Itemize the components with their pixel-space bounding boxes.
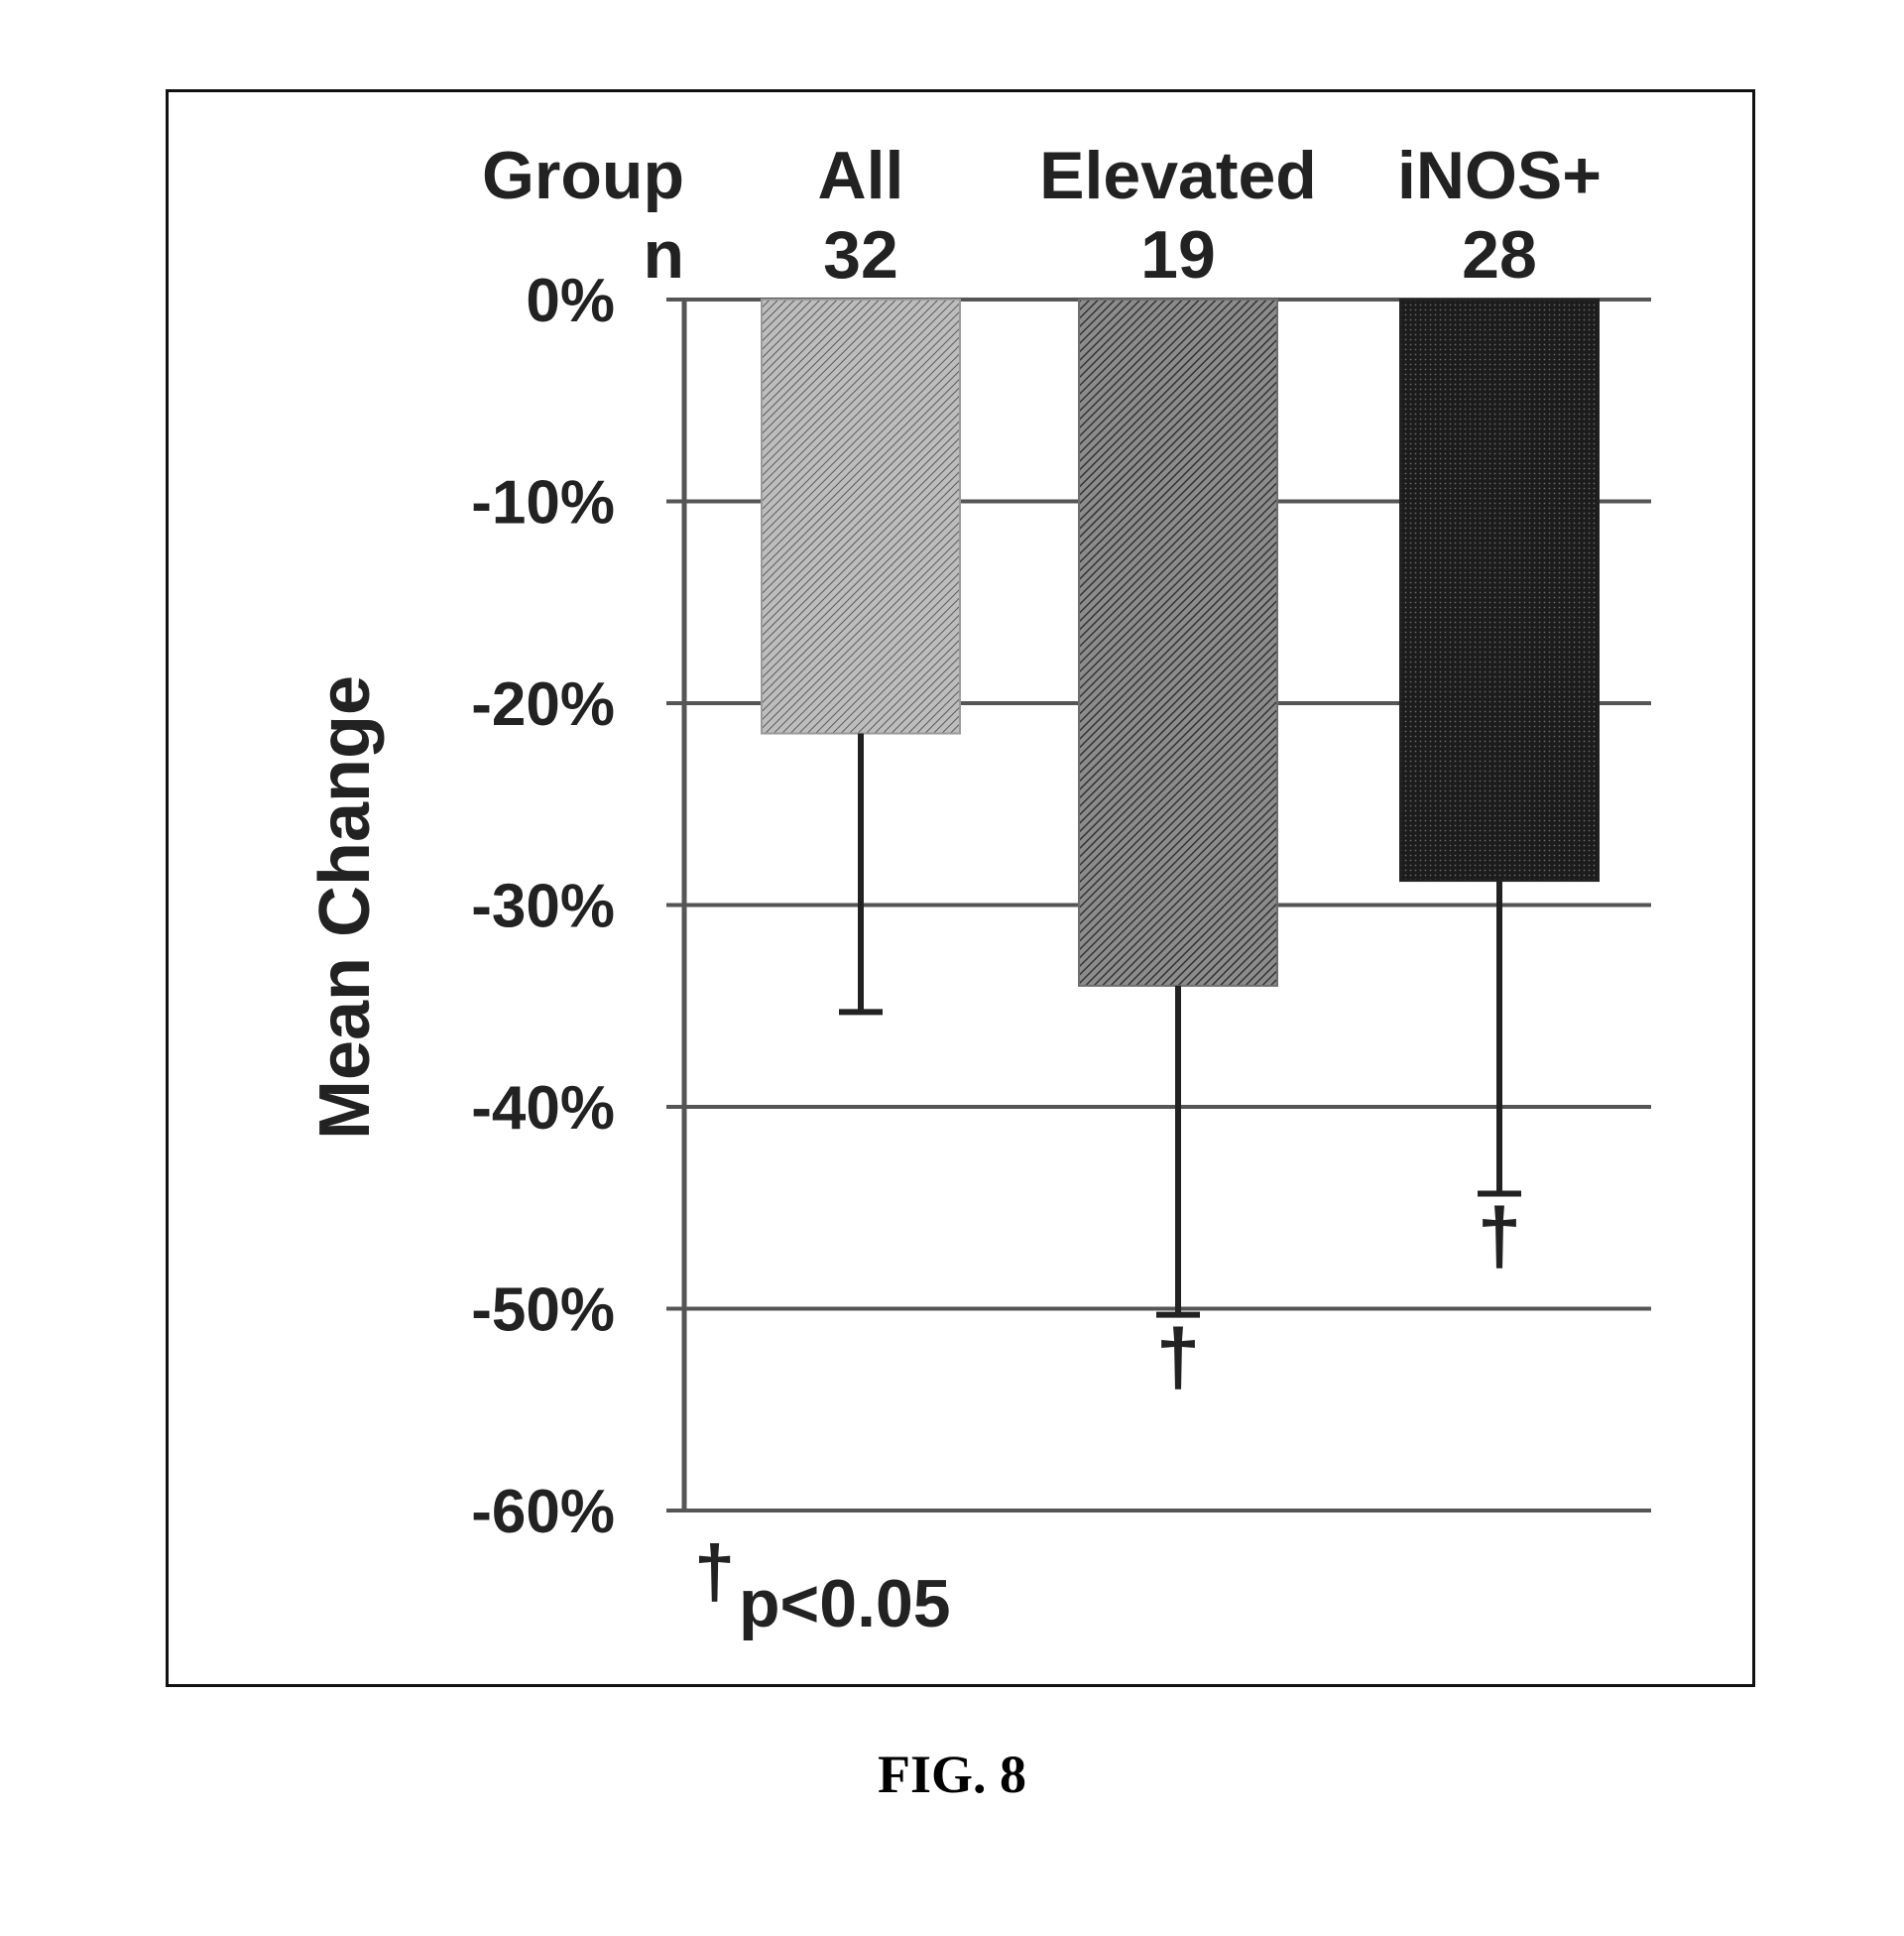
y-axis-title: Mean Change bbox=[305, 675, 385, 1140]
group-header: Group bbox=[482, 138, 684, 213]
category-label: iNOS+ bbox=[1397, 138, 1602, 213]
significance-footnote: p<0.05 bbox=[739, 1566, 951, 1641]
y-tick-label: -50% bbox=[471, 1276, 615, 1345]
n-header: n bbox=[643, 217, 684, 293]
figure-caption: FIG. 8 bbox=[877, 1745, 1026, 1804]
category-label: All bbox=[818, 138, 904, 213]
n-value: 19 bbox=[1140, 217, 1216, 293]
significance-markers: †† bbox=[1156, 1192, 1522, 1401]
error-bar-layer bbox=[839, 733, 1521, 1318]
significance-marker: † bbox=[1478, 1192, 1522, 1280]
figure-frame bbox=[166, 89, 1755, 1687]
y-tick-label: -40% bbox=[471, 1074, 615, 1143]
y-tick-label: -30% bbox=[471, 873, 615, 941]
y-tick-labels: 0% -10% -20% -30% -40% -50% -60% bbox=[471, 267, 615, 1546]
bar bbox=[1399, 299, 1600, 883]
y-tick-label: -20% bbox=[471, 670, 615, 739]
significance-marker: † bbox=[1156, 1313, 1201, 1401]
n-value: 28 bbox=[1462, 217, 1537, 293]
category-label: Elevated bbox=[1039, 138, 1317, 213]
bar bbox=[761, 299, 961, 735]
significance-footnote-dagger: † bbox=[694, 1530, 735, 1613]
y-tick-label: 0% bbox=[526, 267, 615, 335]
y-tick-label: -60% bbox=[471, 1478, 615, 1546]
y-tick-label: -10% bbox=[471, 469, 615, 538]
bar-layer bbox=[761, 299, 1600, 987]
n-value: 32 bbox=[823, 217, 898, 293]
bar bbox=[1078, 299, 1278, 987]
